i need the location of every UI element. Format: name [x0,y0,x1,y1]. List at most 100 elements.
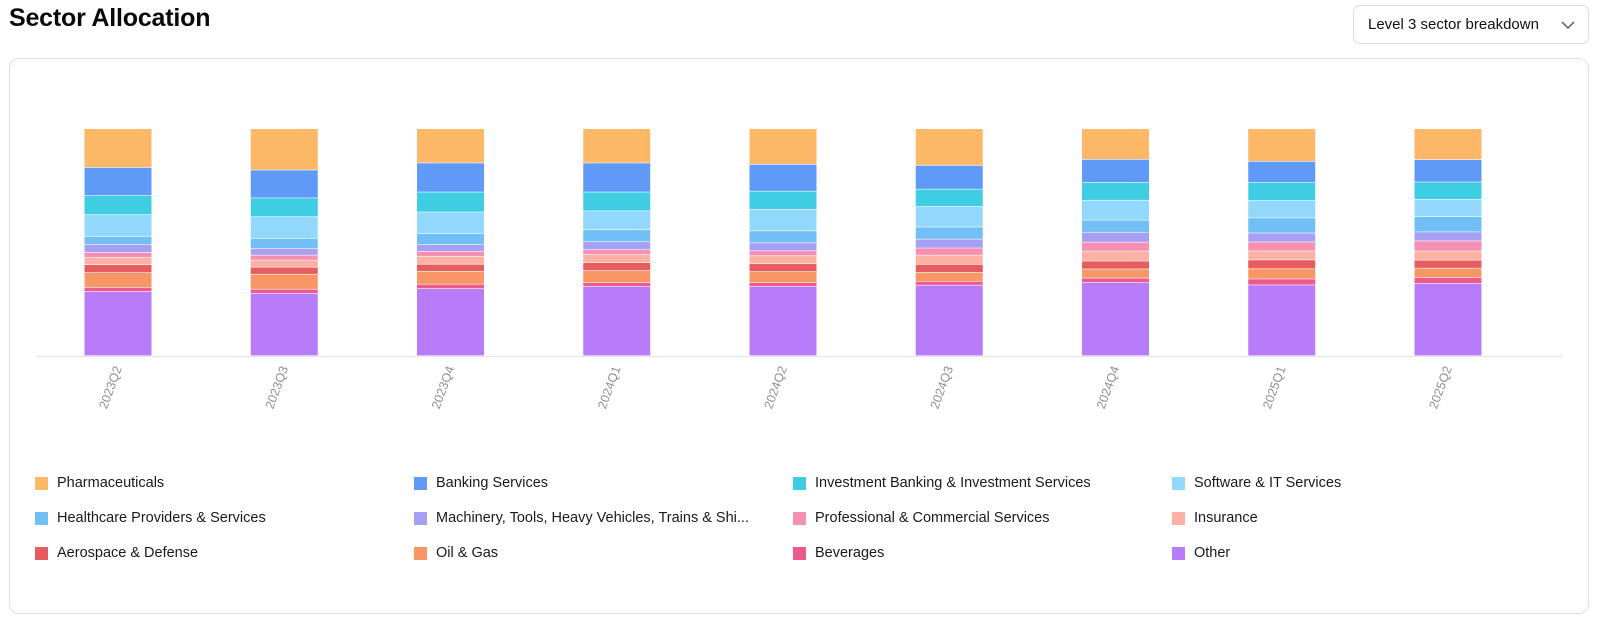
bar-segment-healthcare-providers-services-2023Q4[interactable] [417,233,484,245]
bar-segment-pharmaceuticals-2024Q1[interactable] [583,129,651,163]
bar-segment-oil-gas-2025Q1[interactable] [1248,269,1316,279]
legend-item-insurance[interactable]: Insurance [1172,508,1258,528]
bar-segment-beverages-2023Q2[interactable] [84,287,152,292]
legend-item-oil-gas[interactable]: Oil & Gas [414,543,498,563]
bar-segment-healthcare-providers-services-2024Q4[interactable] [1082,220,1149,232]
bar-segment-healthcare-providers-services-2025Q2[interactable] [1414,216,1482,232]
bar-segment-investment-banking-investment-services-2024Q3[interactable] [915,189,983,207]
bar-segment-software-it-services-2024Q4[interactable] [1082,200,1149,220]
bar-stack-2023Q4[interactable] [417,129,484,356]
bar-segment-beverages-2024Q4[interactable] [1082,278,1149,283]
bar-segment-other-2023Q2[interactable] [84,291,152,356]
bar-segment-pharmaceuticals-2023Q4[interactable] [417,129,484,163]
bar-segment-aerospace-defense-2025Q2[interactable] [1414,260,1482,268]
bar-segment-oil-gas-2025Q2[interactable] [1414,268,1482,278]
bar-segment-other-2024Q4[interactable] [1082,282,1149,356]
bar-segment-other-2024Q3[interactable] [915,285,983,356]
bar-segment-machinery-tools-heavy-vehicles-trains-ships-2024Q4[interactable] [1082,232,1149,242]
bar-segment-investment-banking-investment-services-2024Q1[interactable] [583,192,651,211]
bar-segment-investment-banking-investment-services-2023Q4[interactable] [417,192,484,212]
bar-segment-aerospace-defense-2024Q1[interactable] [583,262,651,271]
bar-stack-2023Q2[interactable] [84,129,152,356]
bar-segment-oil-gas-2023Q4[interactable] [417,271,484,284]
bar-segment-healthcare-providers-services-2023Q3[interactable] [250,238,318,249]
bar-segment-banking-services-2024Q3[interactable] [915,165,983,189]
legend-item-banking-services[interactable]: Banking Services [414,473,548,493]
bar-segment-beverages-2024Q2[interactable] [749,282,817,287]
bar-segment-professional-commercial-services-2024Q3[interactable] [915,248,983,255]
bar-segment-aerospace-defense-2023Q4[interactable] [417,264,484,271]
legend-item-other[interactable]: Other [1172,543,1230,563]
legend-item-aerospace-defense[interactable]: Aerospace & Defense [35,543,198,563]
bar-segment-aerospace-defense-2024Q2[interactable] [749,264,817,272]
bar-segment-oil-gas-2024Q3[interactable] [915,272,983,281]
bar-segment-other-2025Q1[interactable] [1248,285,1316,356]
bar-segment-other-2023Q3[interactable] [250,293,318,356]
bar-segment-pharmaceuticals-2024Q3[interactable] [915,129,983,166]
bar-segment-machinery-tools-heavy-vehicles-trains-ships-2024Q2[interactable] [749,243,817,251]
bar-segment-investment-banking-investment-services-2025Q1[interactable] [1248,182,1316,201]
bar-segment-beverages-2023Q4[interactable] [417,284,484,289]
bar-stack-2024Q3[interactable] [915,129,983,356]
bar-stack-2024Q4[interactable] [1082,129,1149,356]
bar-segment-insurance-2024Q2[interactable] [749,256,817,264]
bar-segment-aerospace-defense-2023Q3[interactable] [250,267,318,274]
bar-segment-aerospace-defense-2023Q2[interactable] [84,264,152,273]
bar-segment-insurance-2025Q1[interactable] [1248,251,1316,260]
bar-segment-machinery-tools-heavy-vehicles-trains-ships-2024Q3[interactable] [915,239,983,248]
bar-segment-banking-services-2023Q2[interactable] [84,167,152,196]
bar-segment-software-it-services-2025Q2[interactable] [1414,199,1482,217]
bar-segment-machinery-tools-heavy-vehicles-trains-ships-2025Q1[interactable] [1248,233,1316,242]
bar-segment-pharmaceuticals-2024Q4[interactable] [1082,129,1149,160]
bar-segment-oil-gas-2023Q3[interactable] [250,274,318,289]
bar-segment-oil-gas-2024Q2[interactable] [749,272,817,283]
bar-segment-machinery-tools-heavy-vehicles-trains-ships-2023Q2[interactable] [84,244,152,253]
bar-segment-software-it-services-2025Q1[interactable] [1248,200,1316,218]
bar-segment-aerospace-defense-2024Q4[interactable] [1082,261,1149,269]
bar-stack-2025Q2[interactable] [1414,129,1482,356]
bar-segment-beverages-2025Q2[interactable] [1414,277,1482,284]
bar-segment-other-2024Q2[interactable] [749,286,817,356]
bar-stack-2023Q3[interactable] [250,129,318,356]
bar-segment-insurance-2024Q3[interactable] [915,255,983,264]
bar-segment-oil-gas-2024Q4[interactable] [1082,269,1149,278]
bar-segment-investment-banking-investment-services-2023Q2[interactable] [84,195,152,215]
bar-segment-insurance-2023Q2[interactable] [84,257,152,265]
bar-segment-insurance-2023Q4[interactable] [417,256,484,264]
bar-segment-healthcare-providers-services-2025Q1[interactable] [1248,218,1316,233]
bar-segment-professional-commercial-services-2024Q2[interactable] [749,251,817,256]
bar-segment-professional-commercial-services-2023Q2[interactable] [84,252,152,258]
bar-segment-oil-gas-2024Q1[interactable] [583,270,651,283]
bar-segment-insurance-2024Q1[interactable] [583,254,651,263]
bar-stack-2024Q2[interactable] [749,129,817,356]
bar-segment-banking-services-2024Q2[interactable] [749,164,817,191]
bar-segment-other-2023Q4[interactable] [417,289,484,356]
bar-segment-beverages-2024Q1[interactable] [583,282,651,287]
bar-segment-oil-gas-2023Q2[interactable] [84,273,152,288]
bar-segment-professional-commercial-services-2025Q2[interactable] [1414,241,1482,251]
bar-segment-software-it-services-2023Q3[interactable] [250,217,318,239]
bar-segment-software-it-services-2024Q3[interactable] [915,206,983,227]
bar-segment-aerospace-defense-2024Q3[interactable] [915,264,983,273]
bar-segment-software-it-services-2023Q2[interactable] [84,214,152,237]
bar-segment-insurance-2023Q3[interactable] [250,260,318,267]
bar-stack-2025Q1[interactable] [1248,129,1316,356]
sector-breakdown-dropdown[interactable]: Level 3 sector breakdown [1353,5,1589,44]
bar-segment-professional-commercial-services-2023Q4[interactable] [417,251,484,256]
bar-segment-pharmaceuticals-2025Q2[interactable] [1414,129,1482,160]
bar-segment-aerospace-defense-2025Q1[interactable] [1248,260,1316,269]
bar-segment-healthcare-providers-services-2024Q1[interactable] [583,230,651,242]
bar-segment-professional-commercial-services-2025Q1[interactable] [1248,242,1316,251]
bar-segment-professional-commercial-services-2024Q1[interactable] [583,249,651,255]
legend-item-investment-banking-investment-services[interactable]: Investment Banking & Investment Services [793,473,1091,493]
bar-segment-banking-services-2025Q1[interactable] [1248,161,1316,183]
bar-segment-other-2024Q1[interactable] [583,286,651,356]
legend-item-pharmaceuticals[interactable]: Pharmaceuticals [35,473,164,493]
bar-segment-investment-banking-investment-services-2024Q2[interactable] [749,191,817,209]
bar-segment-software-it-services-2024Q1[interactable] [583,211,651,230]
bar-segment-banking-services-2023Q3[interactable] [250,170,318,198]
bar-segment-banking-services-2024Q1[interactable] [583,163,651,192]
bar-segment-machinery-tools-heavy-vehicles-trains-ships-2023Q3[interactable] [250,248,318,255]
bar-segment-beverages-2025Q1[interactable] [1248,279,1316,285]
bar-segment-professional-commercial-services-2024Q4[interactable] [1082,242,1149,251]
